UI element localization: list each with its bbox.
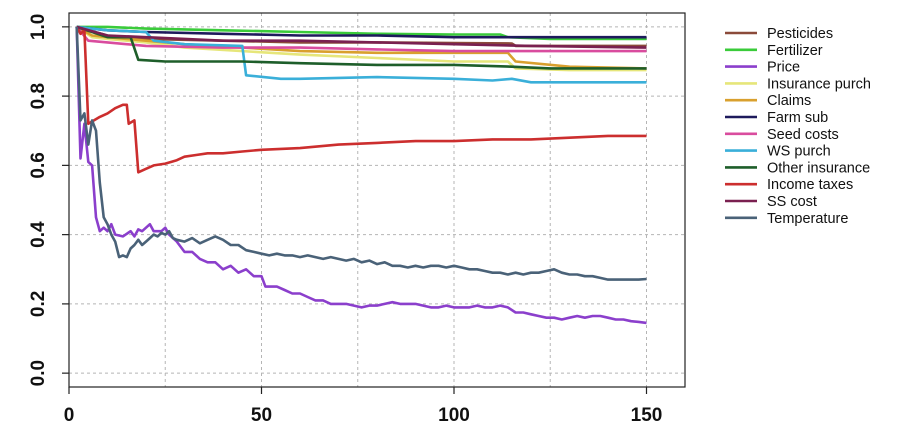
legend-label: Farm sub [767,110,828,126]
series-line-seed-costs [75,26,647,53]
legend-label: WS purch [767,144,831,160]
series-line-temperature [75,26,647,281]
y-tick-label: 0.0 [28,360,49,386]
y-tick-label: 1.0 [28,14,49,40]
series-line-insurance-purch [75,25,647,72]
axes: 0 50 100 150 0.0 0.2 0.4 0.6 0.8 1.0 [28,14,662,426]
legend-label: SS cost [767,194,817,210]
x-tick-label: 150 [631,405,663,426]
legend-label: Insurance purch [767,76,871,92]
legend-label: Fertilizer [767,43,823,59]
legend-label: Seed costs [767,127,839,143]
x-tick-label: 100 [438,405,470,426]
x-tick-label: 50 [251,405,272,426]
series-line-price [75,26,647,325]
legend-label: Other insurance [767,160,870,176]
series-lines [75,25,647,325]
y-tick-label: 0.8 [28,83,49,109]
y-tick-label: 0.2 [28,291,49,317]
series-line-ss-cost [76,25,647,49]
x-tick-label: 0 [64,405,75,426]
legend-label: Pesticides [767,26,833,42]
y-tick-label: 0.4 [28,221,49,248]
legend-label: Price [767,60,800,76]
legend-label: Temperature [767,211,848,227]
legend-label: Claims [767,93,811,109]
series-line-income-taxes [75,26,647,174]
legend-label: Income taxes [767,177,853,193]
y-tick-label: 0.6 [28,152,49,178]
plot-frame [68,12,686,388]
